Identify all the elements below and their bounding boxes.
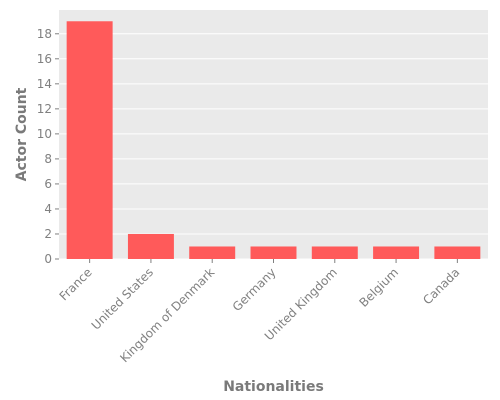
bar xyxy=(250,246,297,259)
x-axis-label: Nationalities xyxy=(223,379,324,395)
x-tick-label: Germany xyxy=(230,265,279,314)
x-tick-label: France xyxy=(57,265,95,303)
y-tick-label: 4 xyxy=(44,202,52,216)
y-tick-label: 6 xyxy=(44,177,52,191)
bar xyxy=(373,246,420,259)
y-tick-label: 18 xyxy=(37,27,52,41)
y-tick-label: 8 xyxy=(44,152,52,166)
x-tick-label: United States xyxy=(89,265,156,332)
y-tick-label: 12 xyxy=(37,102,52,116)
y-tick-label: 0 xyxy=(44,252,52,266)
plot-area xyxy=(59,10,488,259)
bar xyxy=(66,21,113,259)
y-tick-label: 14 xyxy=(37,77,52,91)
bar xyxy=(189,246,236,259)
x-tick-label: Canada xyxy=(420,265,462,307)
y-axis-ticks: 0 2 4 6 8 10 12 14 16 18 xyxy=(37,27,59,266)
y-tick-label: 16 xyxy=(37,52,52,66)
bars xyxy=(66,21,481,259)
y-tick-label: 10 xyxy=(37,127,52,141)
x-tick-label: Belgium xyxy=(357,265,402,310)
y-tick-label: 2 xyxy=(44,227,52,241)
bar xyxy=(434,246,481,259)
bar xyxy=(311,246,358,259)
y-axis-label: Actor Count xyxy=(14,87,30,181)
bar xyxy=(127,233,174,259)
